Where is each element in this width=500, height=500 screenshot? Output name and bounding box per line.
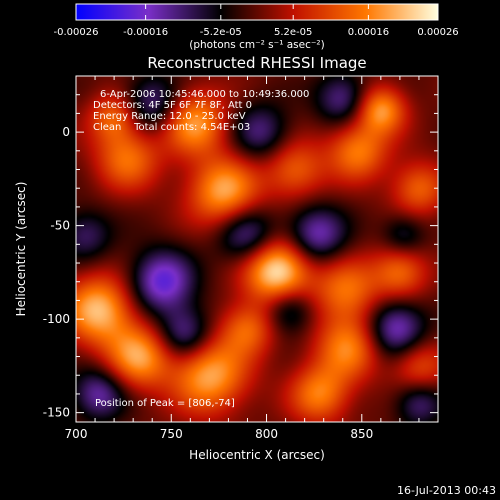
colorbar-tick-label: -5.2e-05	[200, 27, 242, 38]
y-tick-label: -100	[43, 312, 70, 326]
x-tick-label: 850	[350, 427, 373, 441]
y-axis: 0 -50 -100 -150	[43, 94, 438, 420]
annotation-time-range: 6-Apr-2006 10:45:46.000 to 10:49:36.000	[100, 89, 309, 100]
colorbar-tick-label: -0.00016	[123, 27, 168, 38]
plot-frame	[75, 75, 439, 423]
x-axis-label: Heliocentric X (arcsec)	[189, 448, 325, 462]
heatmap-image	[76, 76, 438, 422]
x-tick-label: 750	[160, 427, 183, 441]
colorbar	[75, 3, 439, 21]
footer-timestamp: 16-Jul-2013 00:43	[397, 484, 496, 497]
colorbar-tick-label: 0.00026	[417, 27, 458, 38]
peak-position-label: Position of Peak = [806,-74]	[95, 398, 235, 409]
chart-title: Reconstructed RHESSI Image	[147, 54, 366, 72]
colorbar-tick-label: 0.00016	[348, 27, 389, 38]
y-tick-label: -50	[50, 219, 70, 233]
colorbar-tick-label: -0.00026	[54, 27, 99, 38]
y-tick-label: 0	[62, 125, 70, 139]
annotation-detectors: Detectors: 4F 5F 6F 7F 8F, Att 0	[93, 100, 252, 111]
colorbar-unit-label: (photons cm⁻² s⁻¹ asec⁻²)	[189, 39, 324, 51]
colorbar-tick-label: 5.2e-05	[274, 27, 312, 38]
annotation-energy-range: Energy Range: 12.0 - 25.0 keV	[93, 111, 246, 122]
annotation-clean-counts: Clean Total counts: 4.54E+03	[93, 122, 250, 133]
y-axis-label: Heliocentric Y (arcsec)	[14, 182, 28, 317]
x-axis: 700 750 800 850	[65, 76, 439, 441]
x-tick-label: 800	[255, 427, 278, 441]
colorbar-ticks: -0.00026 -0.00016 -5.2e-05 5.2e-05 0.00016 0.…	[54, 4, 459, 38]
y-tick-label: -150	[43, 406, 70, 420]
x-tick-label: 700	[65, 427, 88, 441]
